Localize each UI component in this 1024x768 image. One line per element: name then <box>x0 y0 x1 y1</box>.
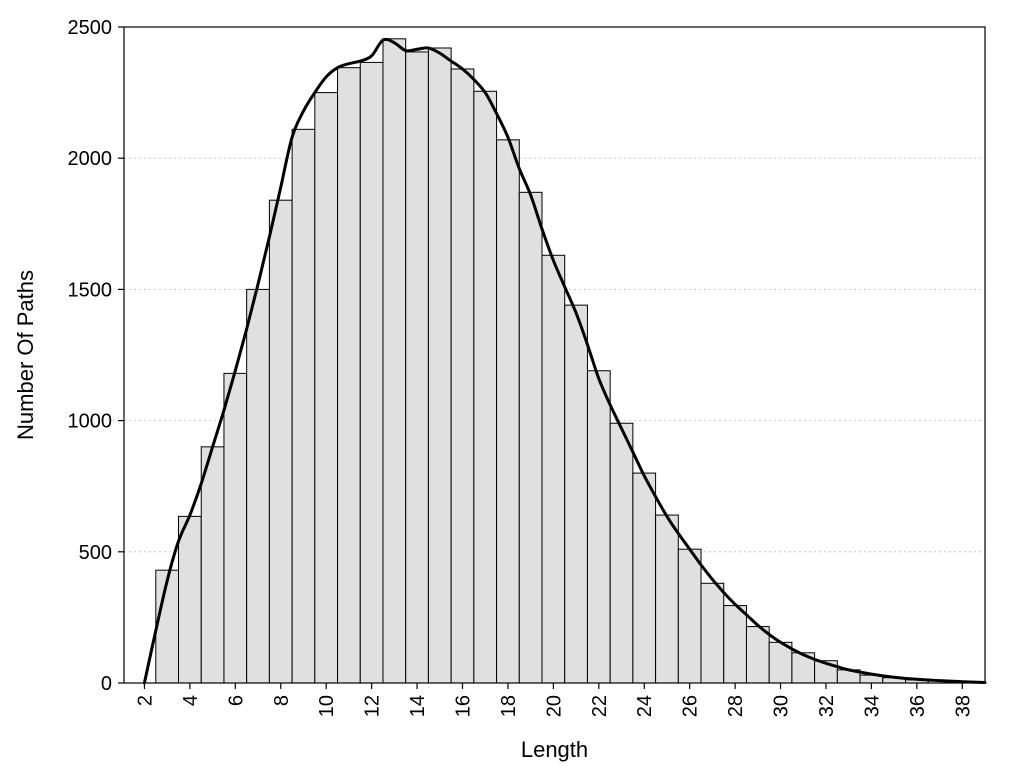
x-tick-label: 12 <box>362 695 384 717</box>
bar-length-16 <box>450 68 475 684</box>
density-curve <box>142 37 987 685</box>
bar-length-29 <box>745 626 770 684</box>
bar-length-12 <box>359 61 384 684</box>
x-tick-label: 4 <box>180 695 202 706</box>
x-axis-title: Length <box>521 737 588 762</box>
x-tick-label: 6 <box>225 695 247 706</box>
x-tick-label: 2 <box>134 695 156 706</box>
y-tick-label: 0 <box>101 673 112 695</box>
bar-length-21 <box>564 304 588 684</box>
bar-length-4 <box>178 515 202 684</box>
x-tick-label: 24 <box>634 695 656 717</box>
x-axis: 2 4 6 8 10 12 14 16 18 20 22 24 26 28 30 32 34 36 38 <box>134 683 974 717</box>
x-tick-label: 28 <box>725 695 747 717</box>
bar-length-14 <box>405 51 429 684</box>
x-tick-label: 14 <box>407 695 429 717</box>
bar-length-13 <box>382 38 407 684</box>
x-tick-label: 8 <box>271 695 293 706</box>
y-axis-title: Number Of Paths <box>13 270 38 440</box>
x-tick-label: 10 <box>316 695 338 717</box>
plot-frame <box>123 26 986 684</box>
bar-length-27 <box>700 582 725 684</box>
y-tick-label: 1000 <box>68 411 113 433</box>
x-tick-label: 34 <box>861 695 883 717</box>
bars <box>155 38 975 684</box>
bar-length-17 <box>473 90 498 684</box>
bar-length-26 <box>677 548 702 684</box>
x-tick-label: 16 <box>452 695 474 717</box>
bar-length-15 <box>427 47 452 684</box>
x-tick-label: 36 <box>907 695 929 717</box>
x-tick-label: 22 <box>589 695 611 717</box>
bar-length-7 <box>246 288 270 684</box>
x-tick-label: 20 <box>543 695 565 717</box>
x-tick-label: 26 <box>680 695 702 717</box>
bar-length-18 <box>496 139 520 684</box>
bar-length-11 <box>337 67 361 684</box>
bar-length-25 <box>655 514 679 684</box>
x-tick-label: 30 <box>771 695 793 717</box>
bar-length-5 <box>200 446 225 684</box>
bar-length-3 <box>155 569 180 684</box>
y-tick-label: 2000 <box>68 148 113 170</box>
bar-length-19 <box>518 191 543 684</box>
bar-length-23 <box>609 422 634 684</box>
y-tick-label: 1500 <box>68 279 113 301</box>
x-tick-label: 32 <box>816 695 838 717</box>
x-tick-label: 38 <box>952 695 974 717</box>
y-axis: 0 500 1000 1500 2000 2500 <box>68 17 124 695</box>
bar-length-24 <box>632 472 657 684</box>
y-tick-label: 500 <box>79 542 112 564</box>
bar-length-28 <box>723 605 747 684</box>
bar-length-22 <box>586 370 611 684</box>
bar-length-8 <box>268 199 293 684</box>
bar-length-9 <box>291 128 316 684</box>
bar-length-10 <box>314 92 339 684</box>
bar-length-6 <box>223 372 248 684</box>
y-tick-label: 2500 <box>68 17 113 39</box>
bar-length-20 <box>541 254 566 684</box>
x-tick-label: 18 <box>498 695 520 717</box>
